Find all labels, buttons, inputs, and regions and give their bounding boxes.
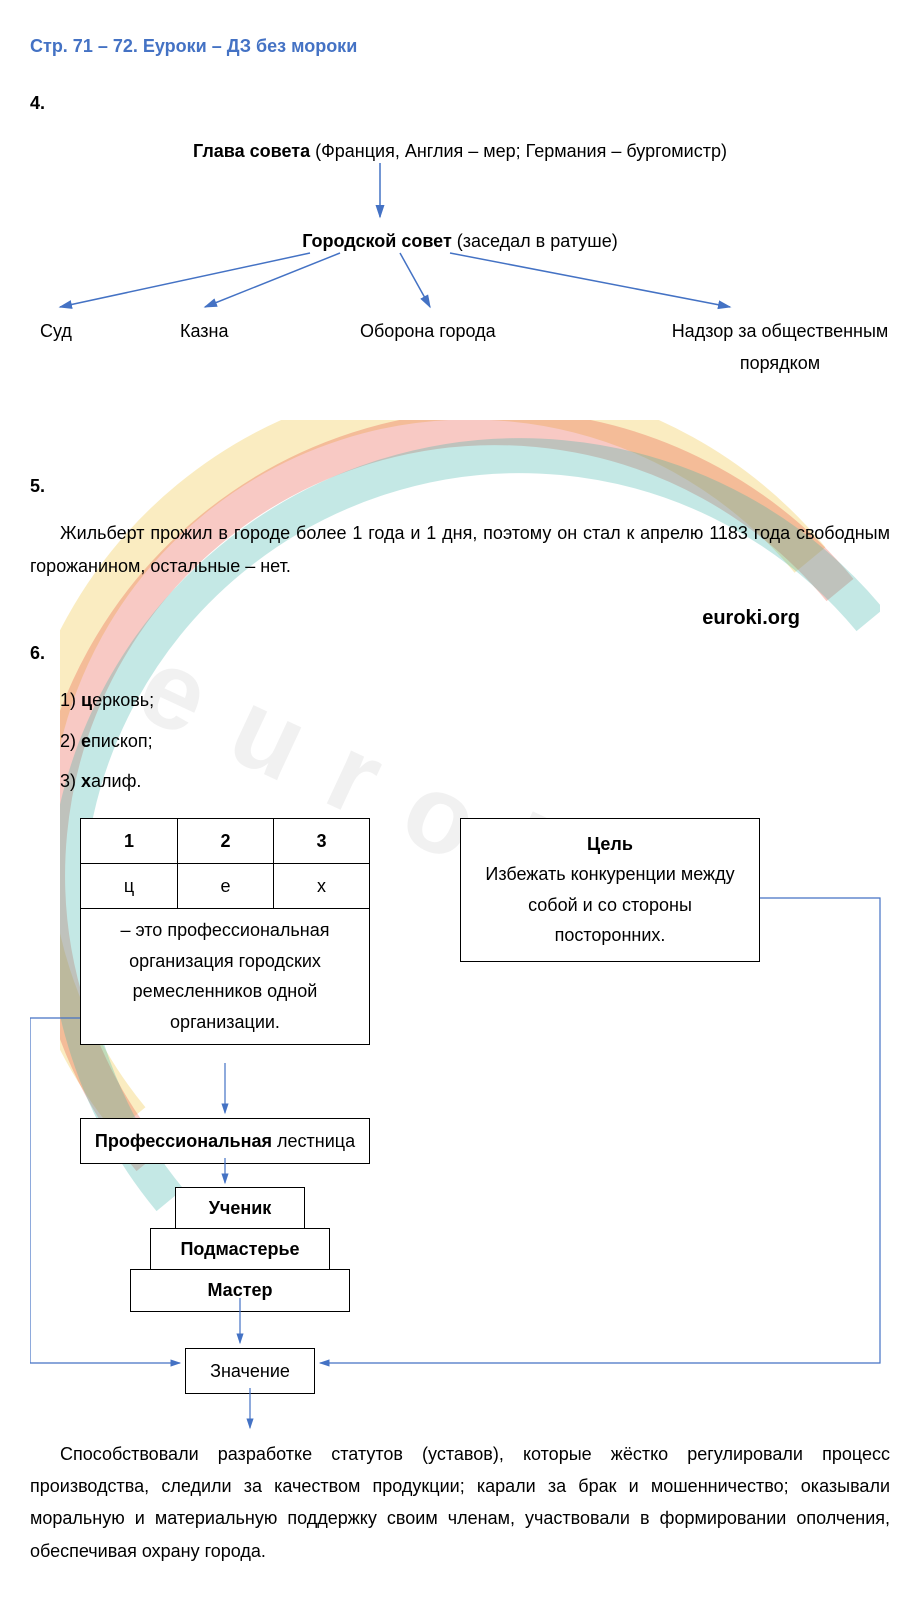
q6-th2: 2 xyxy=(178,818,274,863)
q6-th1: 1 xyxy=(81,818,178,863)
q6-number: 6. xyxy=(30,637,890,669)
q6-prof-box: Профессиональная лестница xyxy=(80,1118,370,1164)
q6-tl3: х xyxy=(273,863,369,908)
q4-leaf-1: Суд xyxy=(40,315,72,347)
q6-goal-text: Избежать конкуренции между собой и со ст… xyxy=(475,859,745,951)
q6-l3-n: 3) xyxy=(60,771,81,791)
q6-th3: 3 xyxy=(273,818,369,863)
q6-l2-b: е xyxy=(81,731,91,751)
q6-l3-r: алиф. xyxy=(91,771,141,791)
q4-number: 4. xyxy=(30,87,890,119)
q6-pyr2: Подмастерье xyxy=(150,1228,330,1270)
q6-l1-r: ерковь; xyxy=(92,690,154,710)
q5-text: Жильберт прожил в городе более 1 года и … xyxy=(30,517,890,582)
q4-mid-rest: (заседал в ратуше) xyxy=(452,231,618,251)
q6-bottom-text: Способствовали разработке статутов (уста… xyxy=(30,1438,890,1568)
page-title: Стр. 71 – 72. Еуроки – ДЗ без мороки xyxy=(30,30,890,62)
q4-leaf-3: Оборона города xyxy=(360,315,496,347)
q6-l2-n: 2) xyxy=(60,731,81,751)
q5-number: 5. xyxy=(30,470,890,502)
q4-mid-bold: Городской совет xyxy=(302,231,452,251)
q6-l3-b: х xyxy=(81,771,91,791)
q6-meaning-box: Значение xyxy=(185,1348,315,1394)
q4-leaf-2: Казна xyxy=(180,315,229,347)
q4-diagram: Глава совета (Франция, Англия – мер; Гер… xyxy=(30,135,890,445)
q4-top-rest: (Франция, Англия – мер; Германия – бурго… xyxy=(310,141,727,161)
q6-l1-n: 1) xyxy=(60,690,81,710)
q6-prof-rest: лестница xyxy=(272,1131,355,1151)
q6-l2-r: пископ; xyxy=(91,731,153,751)
q6-l1-b: ц xyxy=(81,690,92,710)
q6-pyramid: Ученик Подмастерье Мастер xyxy=(130,1188,350,1312)
q6-tl2: е xyxy=(178,863,274,908)
q6-pyr3: Мастер xyxy=(130,1269,350,1311)
q6-pyr1: Ученик xyxy=(175,1187,305,1229)
q6-table: 1 2 3 ц е х – это профессиональная орган… xyxy=(80,818,370,1045)
q4-top-bold: Глава совета xyxy=(193,141,310,161)
q6-list: 1) церковь; 2) епископ; 3) халиф. xyxy=(60,684,890,797)
q6-goal-title: Цель xyxy=(587,834,633,854)
q6-prof-bold: Профессиональная xyxy=(95,1131,272,1151)
q6-diagram: 1 2 3 ц е х – это профессиональная орган… xyxy=(30,818,890,1438)
watermark-url: euroki.org xyxy=(702,600,800,636)
q4-leaf-4: Надзор за общественным порядком xyxy=(660,315,900,380)
q6-tl1: ц xyxy=(81,863,178,908)
q6-tdesc: – это профессиональная организация город… xyxy=(81,909,370,1044)
q6-goal-box: Цель Избежать конкуренции между собой и … xyxy=(460,818,760,962)
